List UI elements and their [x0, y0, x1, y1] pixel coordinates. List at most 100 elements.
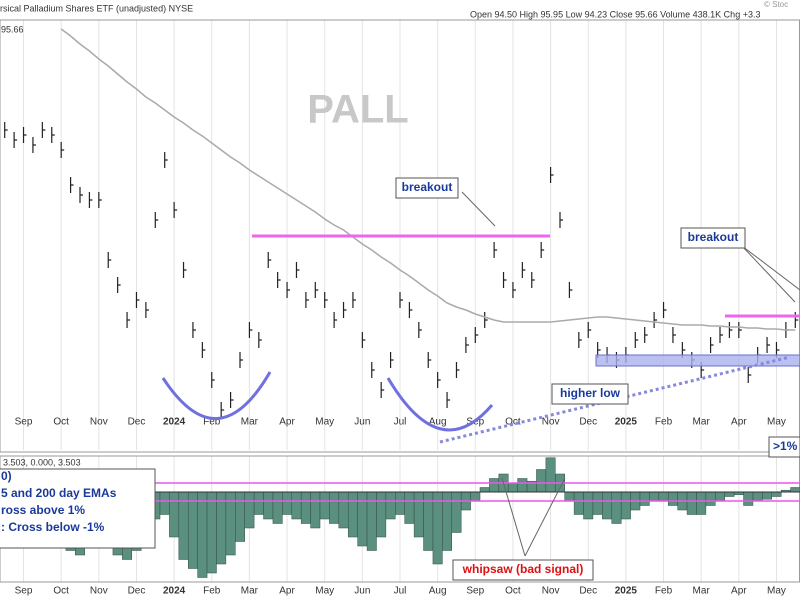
- price-bar: [587, 322, 592, 338]
- indicator-bar: [470, 491, 481, 502]
- x-tick-label: Jul: [394, 586, 407, 597]
- leader-line: [501, 477, 526, 557]
- price-bar: [644, 327, 648, 343]
- x-tick-label: Mar: [693, 586, 711, 597]
- indicator-readout: 3.503, 0.000, 3.503: [3, 457, 81, 467]
- price-bar: [474, 327, 479, 343]
- indicator-bar: [300, 491, 311, 524]
- price-bar: [79, 187, 83, 203]
- price-bar: [239, 352, 243, 368]
- price-bar: [51, 127, 55, 143]
- x-tick-label: Oct: [505, 586, 521, 597]
- price-bar: [418, 322, 422, 338]
- header-quote: Open 94.50 High 95.95 Low 94.23 Close 95…: [470, 9, 760, 19]
- indicator-bar: [310, 491, 321, 529]
- price-bar: [361, 332, 366, 348]
- price-bar: [182, 262, 187, 278]
- x-tick-label: Apr: [731, 586, 747, 597]
- x-tick-label: Feb: [655, 586, 673, 597]
- legend-box: [0, 468, 156, 549]
- x-tick-label: Sep: [15, 417, 33, 428]
- price-bar: [258, 332, 262, 348]
- indicator-bar: [790, 487, 800, 493]
- price-bar: [465, 337, 469, 353]
- x-tick-label: Aug: [429, 586, 447, 597]
- price-bar: [4, 122, 8, 138]
- price-bar: [455, 362, 460, 378]
- annotation-box: [395, 177, 459, 199]
- x-tick-label: Sep: [466, 586, 484, 597]
- price-bar: [211, 372, 215, 388]
- annotation: breakout: [402, 180, 453, 194]
- indicator-bar: [216, 491, 227, 565]
- price-bar: [427, 352, 432, 368]
- indicator-bar: [564, 491, 575, 502]
- indicator-bar: [479, 487, 490, 493]
- indicator-bar: [658, 491, 669, 502]
- indicator-bar: [169, 491, 180, 538]
- x-tick-label: Nov: [90, 586, 108, 597]
- leader-line: [524, 477, 566, 557]
- indicator-bar: [724, 491, 735, 497]
- x-tick-label: 2024: [163, 417, 186, 428]
- price-bar: [371, 362, 375, 378]
- indicator-bar: [583, 491, 594, 520]
- indicator-bar: [395, 491, 405, 515]
- indicator-bar: [272, 491, 283, 524]
- price-bar: [738, 322, 742, 338]
- x-tick-label: Dec: [128, 417, 146, 428]
- price-bar: [305, 292, 309, 308]
- x-tick-label: Feb: [655, 417, 673, 428]
- x-tick-label: Nov: [542, 417, 560, 428]
- price-bar: [192, 322, 196, 338]
- x-tick-label: Oct: [53, 586, 69, 597]
- indicator-bar: [187, 491, 198, 569]
- price-bar: [201, 342, 206, 358]
- price-bar: [229, 392, 234, 408]
- x-tick-label: May: [767, 417, 786, 428]
- indicator-bar: [705, 491, 716, 506]
- indicator-bar: [347, 491, 358, 538]
- indicator-bar: [696, 491, 707, 515]
- indicator-bar: [404, 491, 415, 524]
- legend-line: 5 and 200 day EMAs: [1, 486, 117, 500]
- price-bar: [766, 337, 771, 353]
- price-bar: [437, 372, 441, 388]
- x-tick-label: Nov: [542, 586, 560, 597]
- x-tick-label: Jun: [354, 586, 370, 597]
- x-tick-label: 2025: [615, 417, 638, 428]
- x-tick-label: Apr: [279, 417, 295, 428]
- support-zone: [595, 354, 800, 367]
- price-bar: [408, 302, 413, 318]
- annotation: breakout: [688, 230, 739, 244]
- x-tick-label: Mar: [241, 417, 259, 428]
- x-tick-label: Apr: [279, 586, 295, 597]
- x-tick-label: Feb: [203, 586, 221, 597]
- price-bar: [531, 272, 535, 288]
- x-tick-label: 2025: [615, 586, 638, 597]
- x-tick-label: 2024: [163, 586, 186, 597]
- price-bar: [399, 292, 403, 308]
- price-bar: [352, 292, 356, 308]
- indicator-bar: [263, 491, 274, 520]
- x-tick-label: Apr: [731, 417, 747, 428]
- price-bar: [286, 282, 291, 298]
- price-bar: [512, 282, 516, 298]
- price-bar: [559, 212, 563, 228]
- price-bar: [380, 382, 385, 398]
- x-tick-label: Aug: [429, 417, 447, 428]
- indicator-bar: [611, 491, 622, 524]
- indicator-bar: [620, 491, 631, 520]
- copyright: © Stoc: [764, 0, 788, 9]
- price-bar: [88, 192, 93, 208]
- x-tick-label: May: [315, 417, 334, 428]
- price-bar: [578, 332, 582, 348]
- x-tick-label: Jul: [394, 417, 407, 428]
- x-tick-label: Dec: [128, 586, 146, 597]
- indicator-bar: [178, 491, 189, 560]
- arc: [161, 371, 272, 420]
- price-bar: [728, 322, 733, 338]
- indicator-bar: [329, 491, 340, 524]
- price-bar: [135, 292, 140, 308]
- price-bar: [154, 212, 159, 228]
